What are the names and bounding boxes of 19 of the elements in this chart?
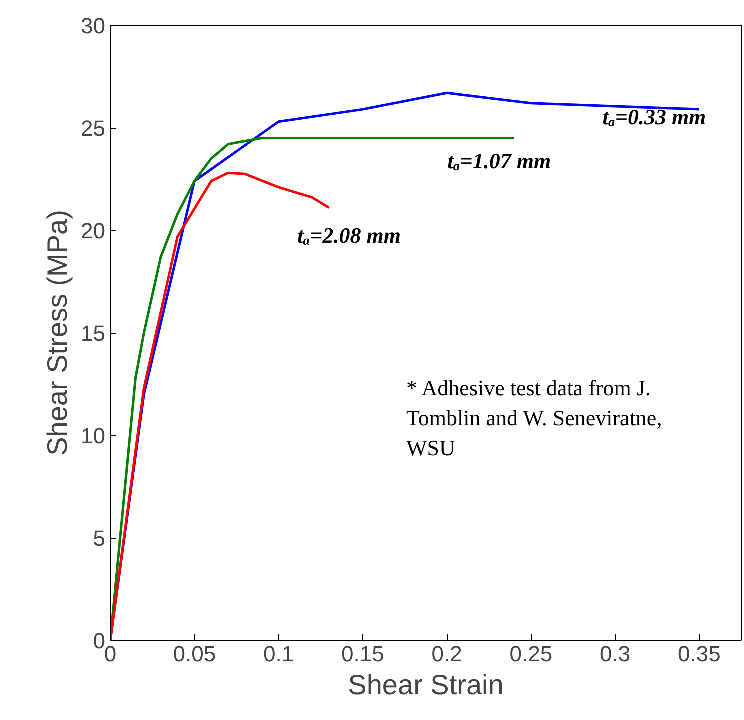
y-tick-label: 10 [81, 424, 106, 448]
annotation: * Adhesive test data from J. Tomblin and W. Seneviratne, WSU [406, 376, 662, 460]
y-tick-label: 20 [81, 218, 106, 244]
y-tick-label: 5 [93, 526, 106, 551]
series-label: tₐ=2.08 mm [298, 222, 401, 248]
x-tick-label: 0.25 [510, 642, 553, 666]
y-tick-label: 25 [81, 116, 106, 141]
x-axis-title: Shear Strain [348, 670, 504, 700]
x-tick-label: 0.35 [678, 642, 721, 666]
x-tick-label: 0.3 [600, 642, 631, 666]
x-tick-label: 0.2 [432, 642, 462, 666]
y-tick-label: 15 [81, 321, 106, 346]
x-tick-label: 0.05 [173, 642, 216, 666]
series-label: tₐ=0.33 mm [602, 104, 706, 130]
y-tick-label: 30 [81, 14, 106, 38]
x-tick-label: 0.15 [341, 642, 384, 666]
y-axis-title: Shear Stress (MPa) [42, 210, 74, 456]
series-label: tₐ=1.07 mm [448, 148, 552, 174]
x-tick-label: 0.1 [263, 642, 294, 666]
